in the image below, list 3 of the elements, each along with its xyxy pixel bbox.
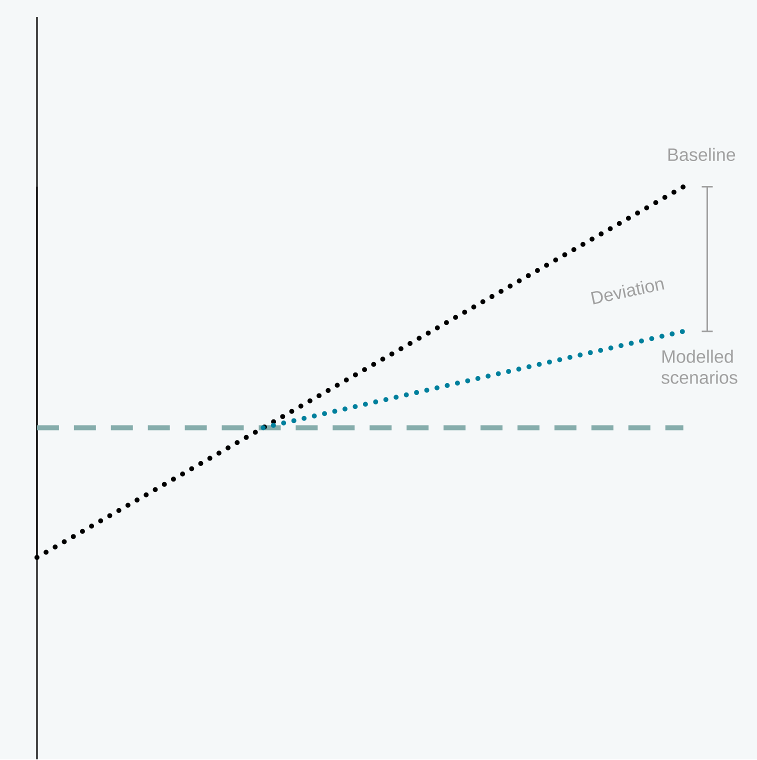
series-label: Modelled scenarios [661, 350, 738, 384]
annotation: Deviation [590, 280, 664, 304]
series-label: Baseline [668, 148, 735, 162]
